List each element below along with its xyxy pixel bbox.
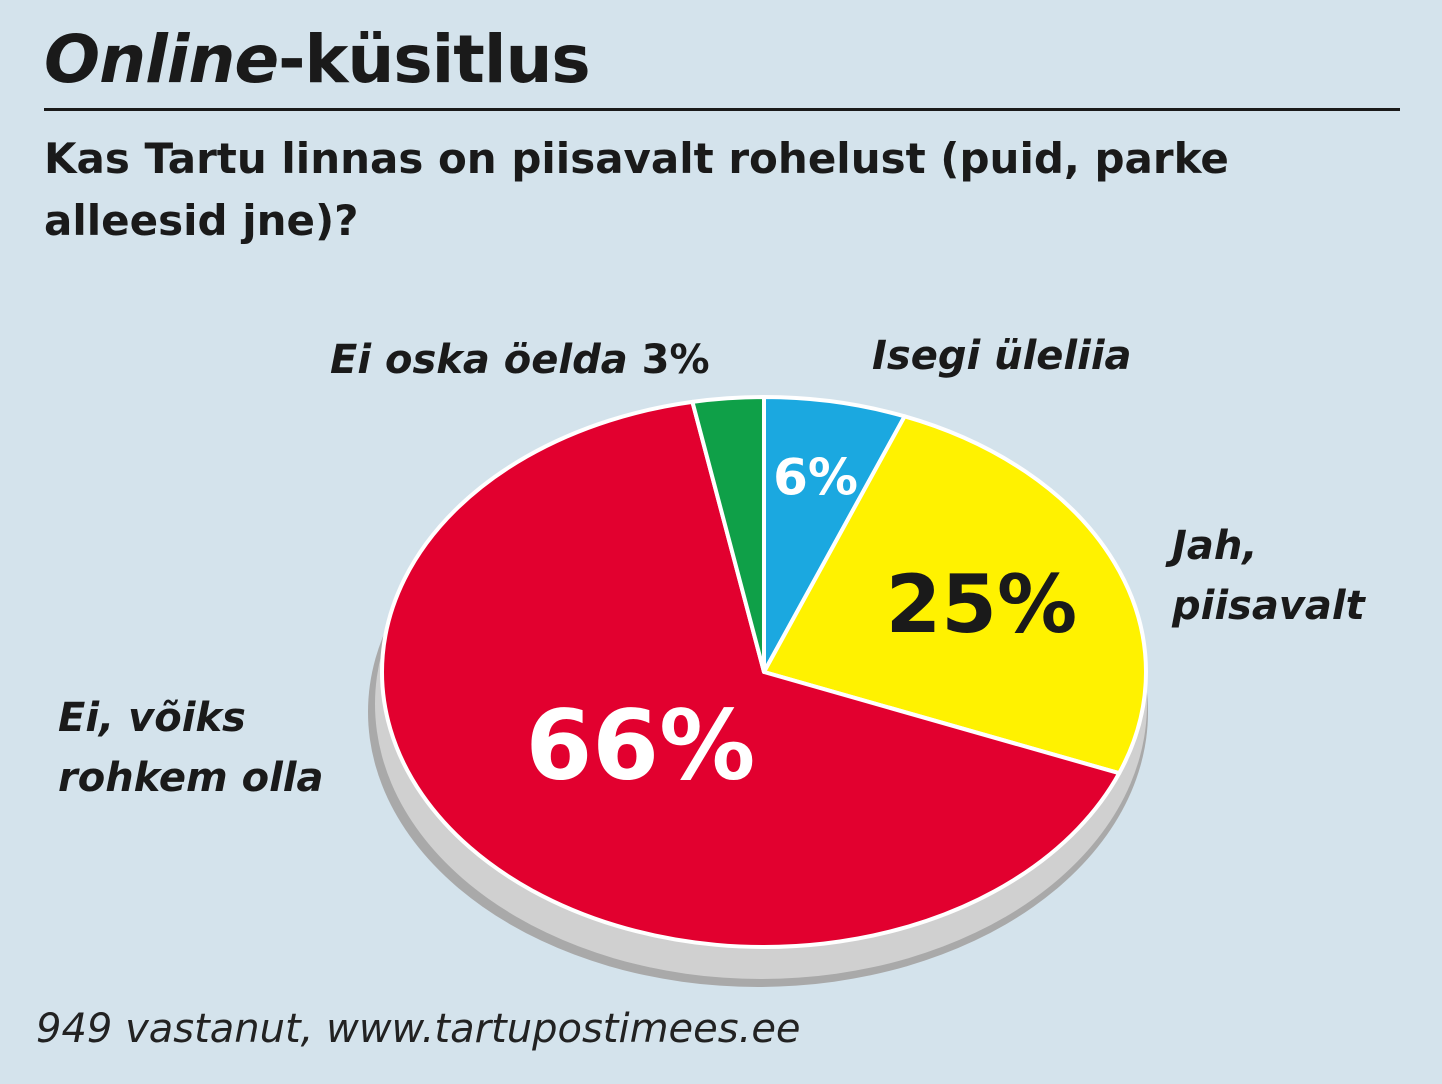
title-rest: -küsitlus (278, 21, 591, 98)
label-ei-line2: rohkem olla (58, 755, 324, 801)
pie-value-label-2: 66% (525, 690, 755, 802)
label-isegi-uleliia: Isegi üleliia (872, 333, 1132, 379)
pie-slice-1 (762, 414, 1148, 776)
pie-value-label-0: 6% (773, 449, 858, 507)
title-online: Online (44, 21, 279, 98)
pie-slice-3 (690, 395, 766, 674)
label-ei-oska-oelda: Ei oska öelda 3% (330, 330, 710, 390)
source-note: 949 vastanut, www.tartupostimees.ee (36, 1006, 801, 1052)
pie-slice-0 (762, 395, 907, 674)
title-divider (44, 108, 1400, 111)
chart-title: Online-küsitlus (44, 16, 591, 104)
label-ei-voiks-rohkem-olla: Ei, võiks rohkem olla (58, 688, 324, 808)
label-ei-oska-text: Ei oska öelda (330, 337, 628, 383)
pie-slice-2 (380, 399, 1122, 949)
label-ei-line1: Ei, võiks (58, 695, 246, 741)
label-ei-oska-pct: 3% (641, 337, 710, 383)
pie-value-label-1: 25% (886, 558, 1077, 651)
label-jah-line1: Jah, (1172, 523, 1258, 569)
survey-question: Kas Tartu linnas on piisavalt rohelust (… (44, 134, 1229, 245)
label-jah-piisavalt: Jah, piisavalt (1172, 516, 1365, 636)
label-jah-line2: piisavalt (1172, 583, 1365, 629)
